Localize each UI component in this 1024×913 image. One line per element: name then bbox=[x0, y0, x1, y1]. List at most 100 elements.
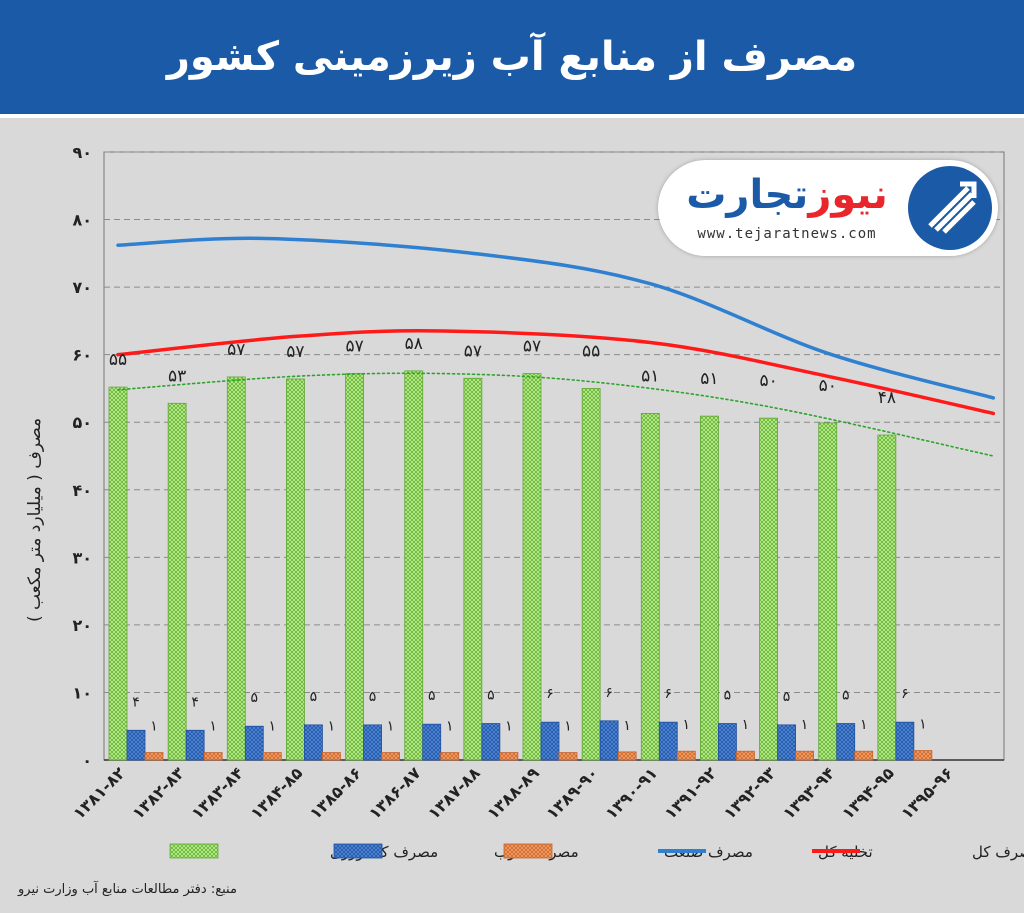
y-tick-label: ۵۰ bbox=[72, 413, 92, 432]
bar-agriculture bbox=[108, 386, 128, 761]
data-label-agriculture: ۵۷ bbox=[286, 342, 304, 362]
legend-swatch bbox=[169, 843, 219, 859]
legend-label: مصرف کل bbox=[972, 843, 1024, 861]
data-label-drinking: ۶ bbox=[665, 686, 673, 702]
bar-drinking bbox=[363, 724, 382, 761]
bar-agriculture bbox=[759, 417, 778, 761]
data-label-agriculture: ۵۵ bbox=[109, 350, 127, 370]
total-discharge-line bbox=[116, 236, 996, 400]
x-tick-label: ۱۳۹۲-۹۳ bbox=[720, 763, 780, 823]
x-tick-label: ۱۳۸۴-۸۵ bbox=[247, 763, 307, 823]
bar-agriculture bbox=[286, 378, 305, 761]
bar-drinking bbox=[244, 725, 264, 761]
data-label-agriculture: ۵۰ bbox=[759, 371, 777, 391]
data-label-agriculture: ۵۷ bbox=[464, 341, 482, 361]
header-bar: مصرف از منابع آب زیرزمینی کشور bbox=[0, 0, 1024, 118]
tejaratnews-logo: نیوزتجارت www.tejaratnews.com bbox=[658, 160, 998, 256]
bar-industry bbox=[795, 750, 814, 761]
bar-agriculture bbox=[463, 377, 483, 761]
bar-industry bbox=[322, 752, 341, 761]
bar-drinking bbox=[658, 721, 678, 761]
data-label-agriculture: ۵۷ bbox=[345, 337, 363, 357]
data-label-agriculture: ۴۸ bbox=[878, 388, 896, 408]
data-label-industry: ۱ bbox=[209, 719, 217, 735]
data-label-drinking: ۴ bbox=[132, 694, 140, 710]
data-label-agriculture: ۵۱ bbox=[700, 369, 718, 389]
data-label-drinking: ۵ bbox=[369, 689, 377, 705]
source-note: منبع: دفتر مطالعات منابع آب وزارت نیرو bbox=[18, 882, 237, 897]
data-label-drinking: ۶ bbox=[546, 686, 554, 702]
bar-agriculture bbox=[640, 413, 660, 761]
y-tick-label: ۶۰ bbox=[72, 346, 92, 365]
y-tick-label: ۲۰ bbox=[72, 616, 92, 635]
bar-industry bbox=[144, 752, 164, 761]
x-tick-label: ۱۳۹۴-۹۵ bbox=[838, 763, 898, 823]
data-label-agriculture: ۵۰ bbox=[819, 376, 837, 396]
bar-industry bbox=[676, 750, 696, 761]
x-tick-label: ۱۳۹۳-۹۴ bbox=[779, 763, 839, 823]
bar-drinking bbox=[599, 720, 619, 761]
x-tick-label: ۱۳۸۳-۸۴ bbox=[188, 763, 248, 823]
bar-drinking bbox=[481, 723, 501, 761]
bar-industry bbox=[262, 752, 282, 761]
data-label-industry: ۱ bbox=[505, 719, 513, 735]
x-tick-label: ۱۳۹۱-۹۲ bbox=[661, 763, 721, 823]
y-tick-label: ۷۰ bbox=[72, 278, 92, 297]
data-label-agriculture: ۵۸ bbox=[405, 334, 423, 354]
data-label-drinking: ۶ bbox=[605, 685, 613, 701]
bar-drinking bbox=[718, 723, 737, 761]
data-label-drinking: ۵ bbox=[310, 689, 318, 705]
logo-name-part-2: نیوز bbox=[808, 172, 888, 218]
bar-agriculture bbox=[167, 402, 187, 761]
bar-drinking bbox=[895, 721, 915, 761]
y-axis-label: مصرف ( میلیارد متر مکعب ) bbox=[25, 418, 45, 622]
legend-swatch bbox=[503, 843, 553, 859]
bar-industry bbox=[558, 752, 578, 761]
bar-drinking bbox=[304, 724, 323, 761]
data-label-drinking: ۵ bbox=[724, 688, 732, 704]
bar-agriculture bbox=[700, 415, 719, 761]
data-label-drinking: ۵ bbox=[251, 690, 259, 706]
data-label-industry: ۱ bbox=[623, 718, 631, 734]
bar-industry bbox=[913, 750, 933, 761]
bar-drinking bbox=[836, 723, 856, 761]
data-label-drinking: ۶ bbox=[901, 686, 909, 702]
x-tick-label: ۱۳۸۷-۸۸ bbox=[424, 763, 484, 823]
logo-emblem-icon bbox=[908, 166, 992, 250]
bar-agriculture bbox=[581, 388, 601, 761]
data-label-industry: ۱ bbox=[860, 717, 868, 733]
data-label-industry: ۱ bbox=[269, 719, 277, 735]
y-tick-label: ۴۰ bbox=[72, 481, 92, 500]
data-label-agriculture: ۵۷ bbox=[523, 337, 541, 357]
data-label-industry: ۱ bbox=[919, 717, 927, 733]
data-label-agriculture: ۵۷ bbox=[227, 340, 245, 360]
bar-industry bbox=[381, 752, 400, 761]
data-label-industry: ۱ bbox=[564, 719, 572, 735]
data-label-drinking: ۵ bbox=[487, 688, 495, 704]
bar-agriculture bbox=[226, 376, 246, 761]
total-consumption-line bbox=[116, 329, 996, 416]
x-tick-label: ۱۳۸۹-۹۰ bbox=[542, 763, 602, 823]
y-tick-label: ۸۰ bbox=[72, 211, 92, 230]
bar-drinking bbox=[540, 721, 560, 761]
x-tick-label: ۱۳۸۵-۸۶ bbox=[306, 763, 366, 823]
data-label-industry: ۱ bbox=[742, 717, 750, 733]
bar-industry bbox=[440, 752, 460, 761]
y-tick-label: ۹۰ bbox=[72, 143, 92, 162]
bar-industry bbox=[736, 750, 755, 761]
logo-url: www.tejaratnews.com bbox=[697, 226, 877, 242]
bar-agriculture bbox=[404, 370, 424, 761]
data-label-industry: ۱ bbox=[387, 719, 395, 735]
x-tick-label: ۱۳۸۱-۸۲ bbox=[69, 763, 129, 823]
bar-drinking bbox=[185, 729, 205, 761]
bar-agriculture bbox=[522, 373, 542, 761]
data-label-industry: ۱ bbox=[446, 719, 454, 735]
logo-name-part-1: تجارت bbox=[686, 172, 809, 218]
x-tick-label: ۱۳۸۶-۸۷ bbox=[365, 763, 425, 823]
agriculture-trend-line bbox=[117, 372, 995, 457]
y-tick-label: ۱۰ bbox=[72, 683, 92, 702]
bar-drinking bbox=[422, 723, 442, 761]
data-label-agriculture: ۵۱ bbox=[641, 366, 659, 386]
x-tick-label: ۱۳۹۵-۹۶ bbox=[897, 763, 957, 823]
